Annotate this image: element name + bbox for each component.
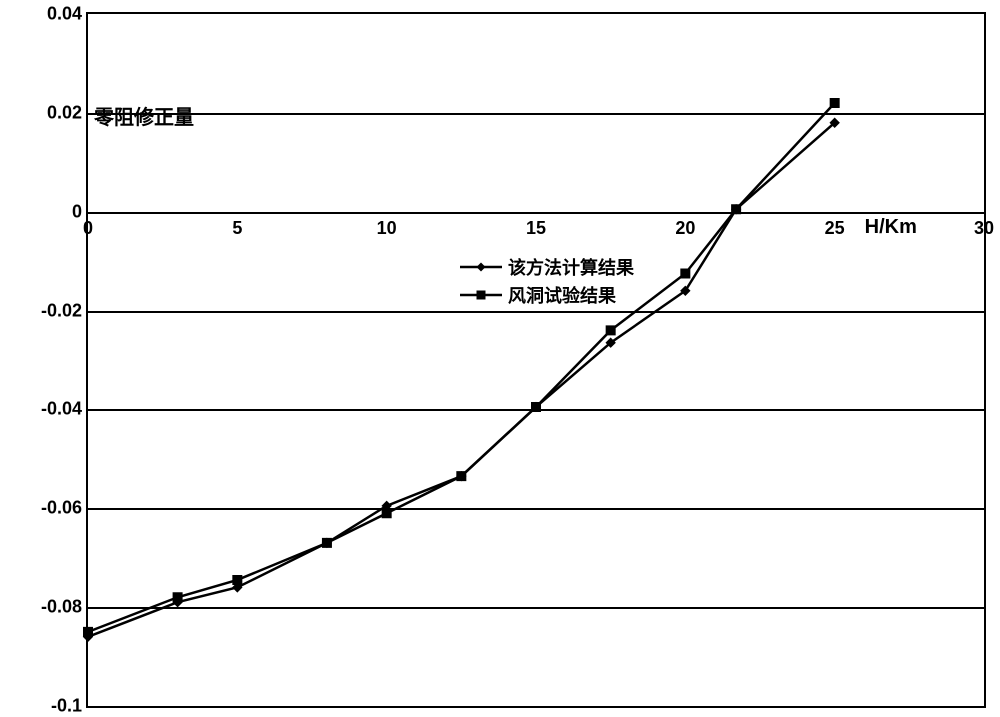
- legend-label: 风洞试验结果: [508, 282, 616, 308]
- y-tick-label: 0: [72, 201, 82, 222]
- diamond-icon: [458, 259, 504, 275]
- legend-item: 风洞试验结果: [458, 282, 634, 308]
- legend-item: 该方法计算结果: [458, 254, 634, 280]
- legend-label: 该方法计算结果: [508, 254, 634, 280]
- square-icon: [458, 287, 504, 303]
- y-tick-label: -0.06: [41, 498, 82, 519]
- y-tick-label: -0.1: [51, 696, 82, 717]
- series-marker: [732, 205, 741, 214]
- series-marker: [382, 509, 391, 518]
- y-tick-label: -0.02: [41, 300, 82, 321]
- legend: 该方法计算结果风洞试验结果: [458, 252, 634, 310]
- y-tick-label: 0.02: [47, 102, 82, 123]
- series-marker: [606, 326, 615, 335]
- y-tick-label: -0.08: [41, 597, 82, 618]
- series-marker: [830, 98, 839, 107]
- plot-area: -0.1-0.08-0.06-0.04-0.0200.020.040510152…: [86, 12, 986, 708]
- series-marker: [457, 472, 466, 481]
- y-tick-label: 0.04: [47, 4, 82, 25]
- series-marker: [532, 402, 541, 411]
- series-marker: [681, 269, 690, 278]
- series-marker: [173, 593, 182, 602]
- y-tick-label: -0.04: [41, 399, 82, 420]
- series-layer: [88, 14, 984, 706]
- series-line: [88, 103, 835, 632]
- series-line: [88, 123, 835, 637]
- series-marker: [322, 538, 331, 547]
- chart-container: -0.1-0.08-0.06-0.04-0.0200.020.040510152…: [0, 0, 1000, 714]
- series-marker: [84, 627, 93, 636]
- series-marker: [233, 575, 242, 584]
